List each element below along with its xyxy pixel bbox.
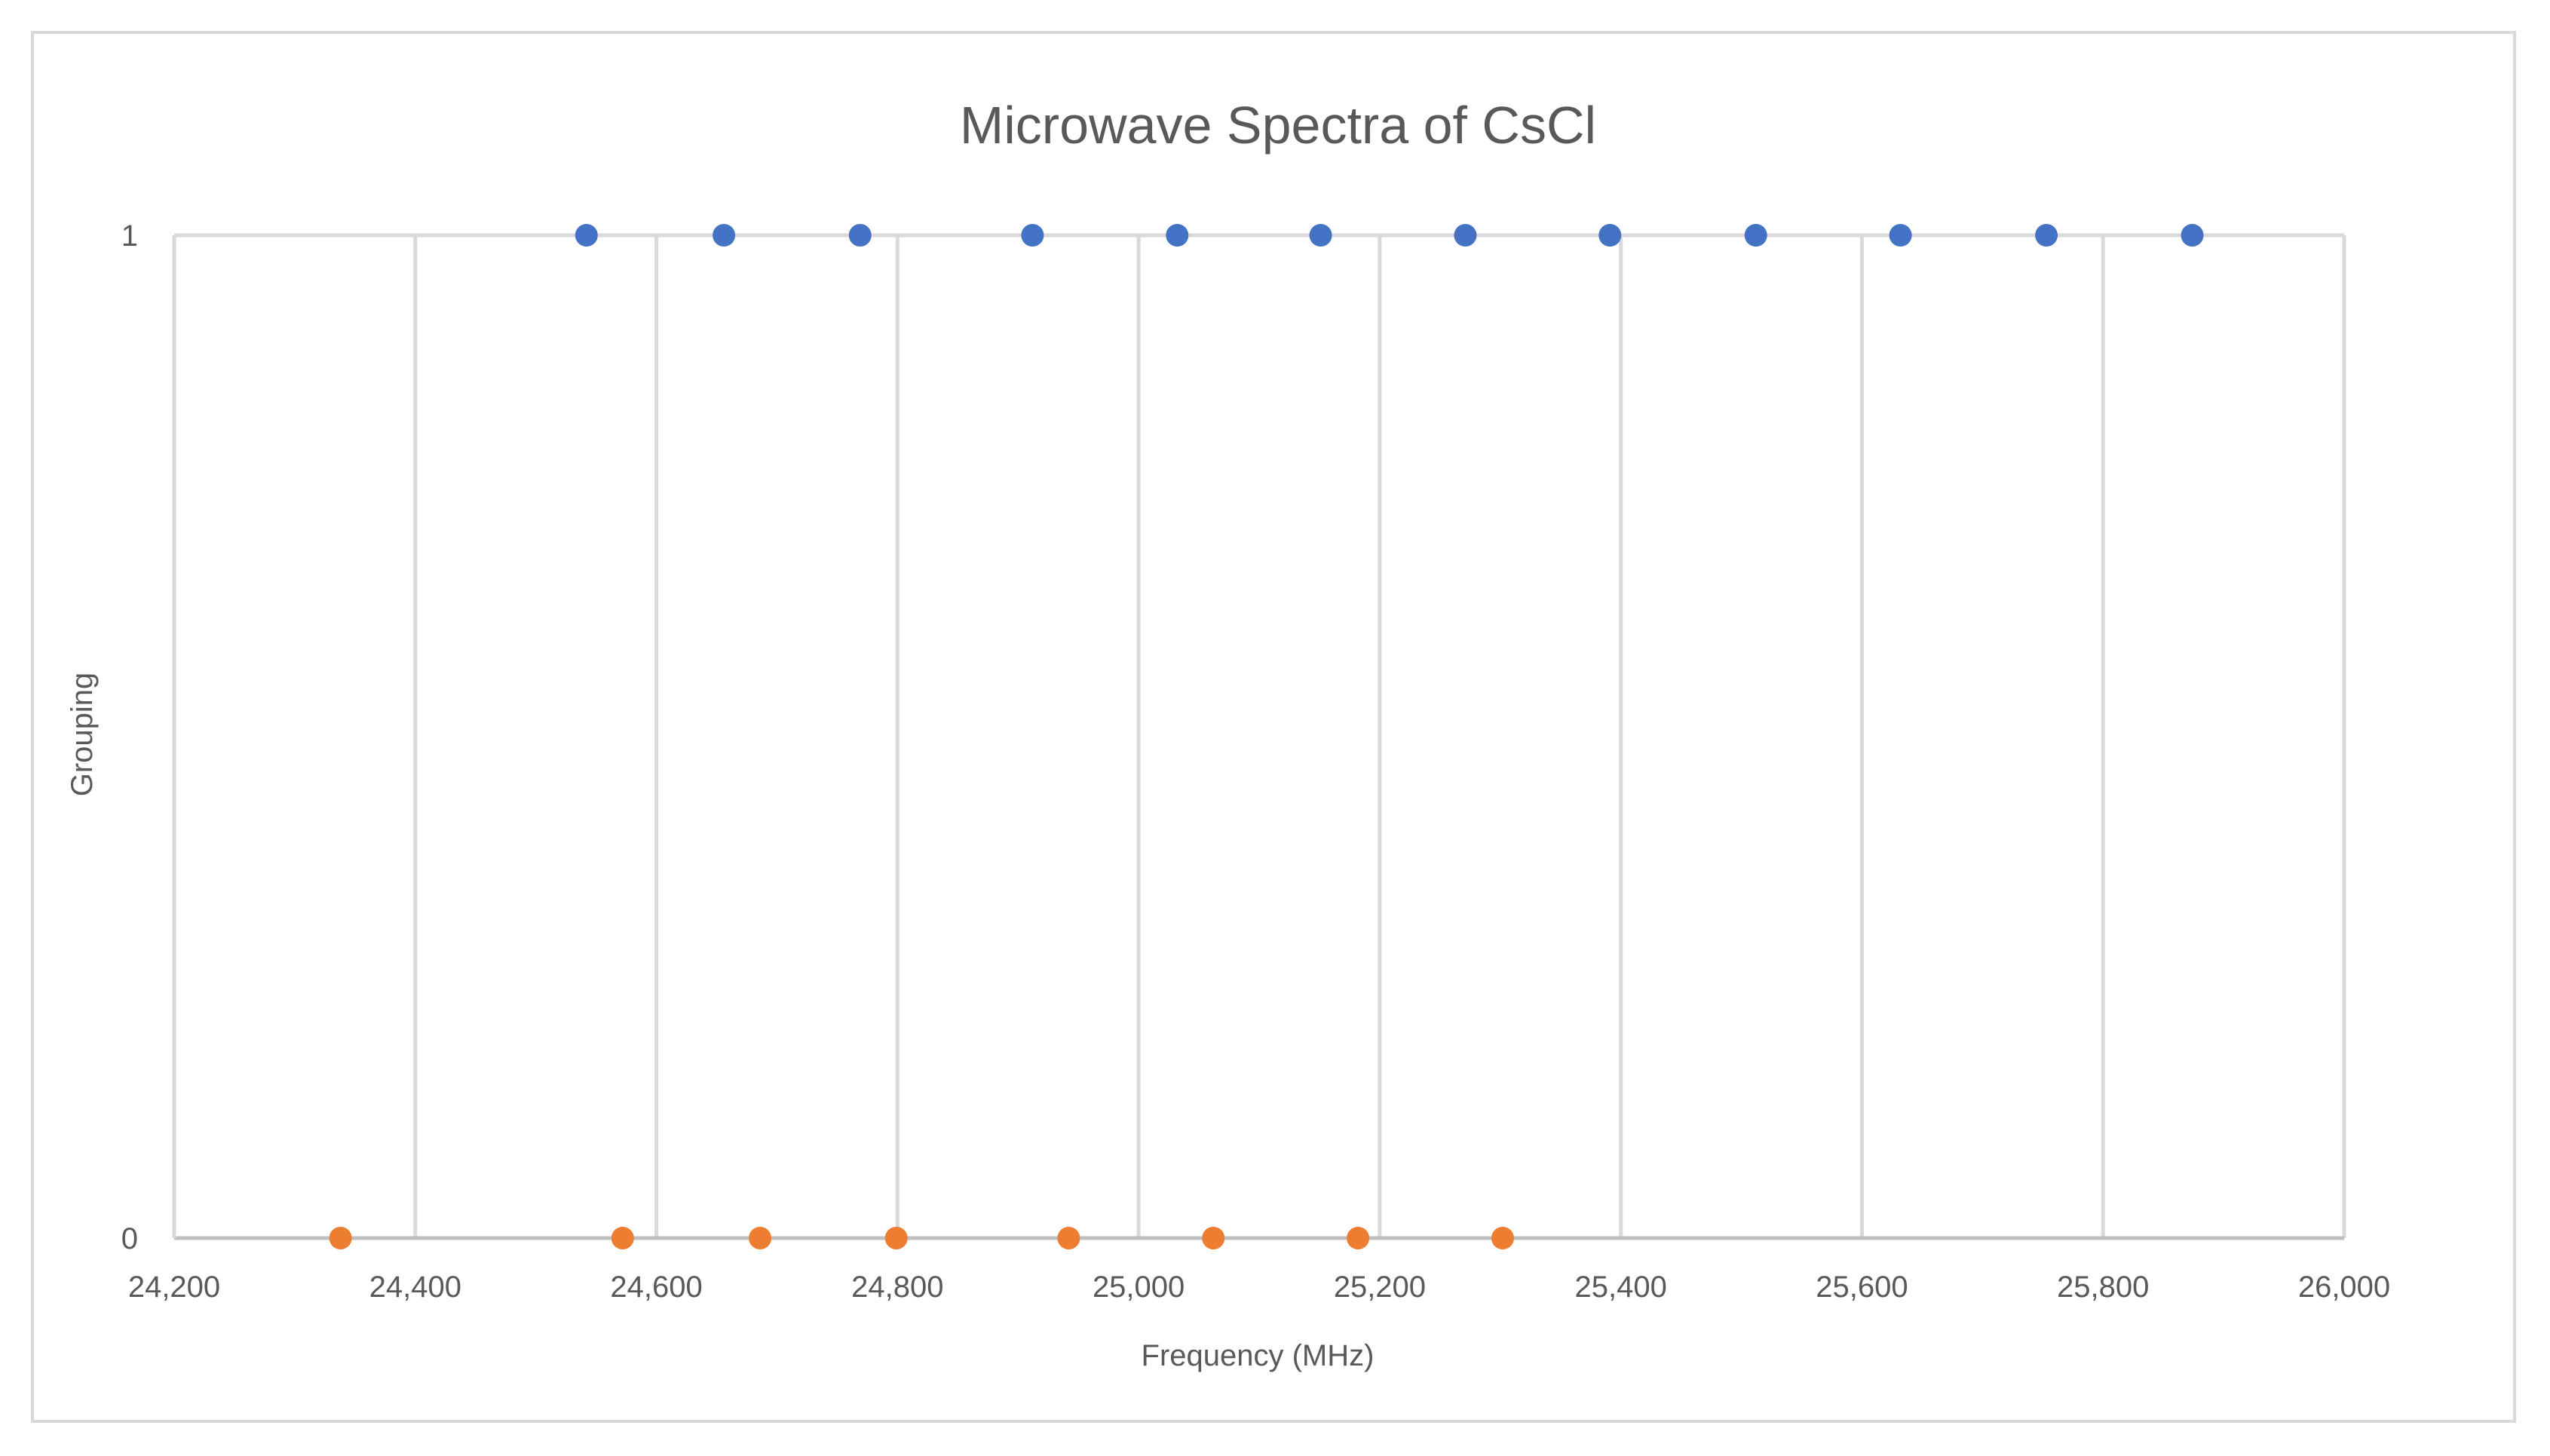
data-point xyxy=(848,224,872,247)
x-tick-label: 24,200 xyxy=(128,1271,220,1304)
data-points xyxy=(329,224,2204,1249)
x-tick-label: 25,800 xyxy=(2057,1271,2149,1304)
x-tick-label: 24,400 xyxy=(369,1271,461,1304)
data-point xyxy=(1021,224,1044,247)
data-point xyxy=(1454,224,1477,247)
tick-labels: 24,200 24,400 24,600 24,800 25,000 25,200 25,4… xyxy=(121,219,2390,1304)
y-tick-label: 1 xyxy=(121,219,138,253)
data-point xyxy=(1347,1227,1370,1249)
data-point xyxy=(713,224,736,247)
axes xyxy=(172,235,2344,1240)
data-point xyxy=(884,1227,908,1249)
data-point xyxy=(1744,224,1767,247)
data-point xyxy=(329,1227,352,1249)
data-point xyxy=(1202,1227,1225,1249)
data-point xyxy=(1309,224,1332,247)
gridlines xyxy=(174,233,2346,1238)
data-point xyxy=(1491,1227,1514,1249)
data-point xyxy=(749,1227,772,1249)
x-tick-label: 24,800 xyxy=(851,1271,943,1304)
x-tick-label: 26,000 xyxy=(2298,1271,2390,1304)
x-axis-title: Frequency (MHz) xyxy=(1142,1339,1375,1372)
data-point xyxy=(575,224,598,247)
data-point xyxy=(2035,224,2058,247)
data-point xyxy=(1166,224,1189,247)
y-axis-title: Grouping xyxy=(66,673,99,797)
x-tick-label: 24,600 xyxy=(610,1271,702,1304)
chart-frame: Microwave Spectra of CsCl 24,200 24,400 24… xyxy=(31,31,2516,1423)
data-point xyxy=(1057,1227,1080,1249)
data-point xyxy=(611,1227,634,1249)
scatter-chart: Microwave Spectra of CsCl 24,200 24,400 24… xyxy=(66,96,2390,1372)
data-point xyxy=(2181,224,2204,247)
data-point xyxy=(1889,224,1912,247)
data-point xyxy=(1598,224,1622,247)
x-tick-label: 25,600 xyxy=(1816,1271,1908,1304)
x-tick-label: 25,000 xyxy=(1093,1271,1185,1304)
y-tick-label: 0 xyxy=(121,1222,138,1255)
x-tick-label: 25,400 xyxy=(1574,1271,1666,1304)
chart-title: Microwave Spectra of CsCl xyxy=(960,96,1596,155)
x-tick-label: 25,200 xyxy=(1334,1271,1426,1304)
